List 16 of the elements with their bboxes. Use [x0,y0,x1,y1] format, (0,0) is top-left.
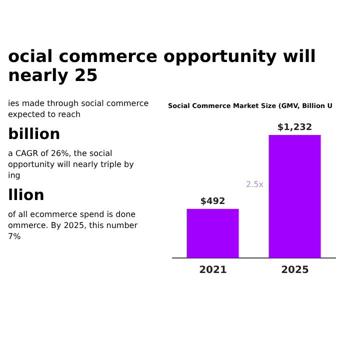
text: 7% [8,231,22,242]
data-label: $1,232 [277,123,312,133]
text: expected to reach [8,109,82,120]
text: a CAGR of 26%, the social [8,148,114,159]
text: opportunity will nearly triple by [8,159,135,170]
data-label: $492 [200,196,226,207]
annotation: 2.5x [246,180,264,189]
x-tick-label: 2021 [199,265,227,276]
text: billion [8,124,62,144]
text: llion [8,185,46,205]
text: of all ecommerce spend is done [8,209,137,220]
text: ommerce. By 2025, this number [8,220,138,231]
chart-title: ocial commerce opportunity will nearly 25 [8,47,317,86]
text: ing [8,170,22,181]
text: ies made through social commerce [8,98,150,109]
x-tick-label: 2025 [281,265,309,276]
